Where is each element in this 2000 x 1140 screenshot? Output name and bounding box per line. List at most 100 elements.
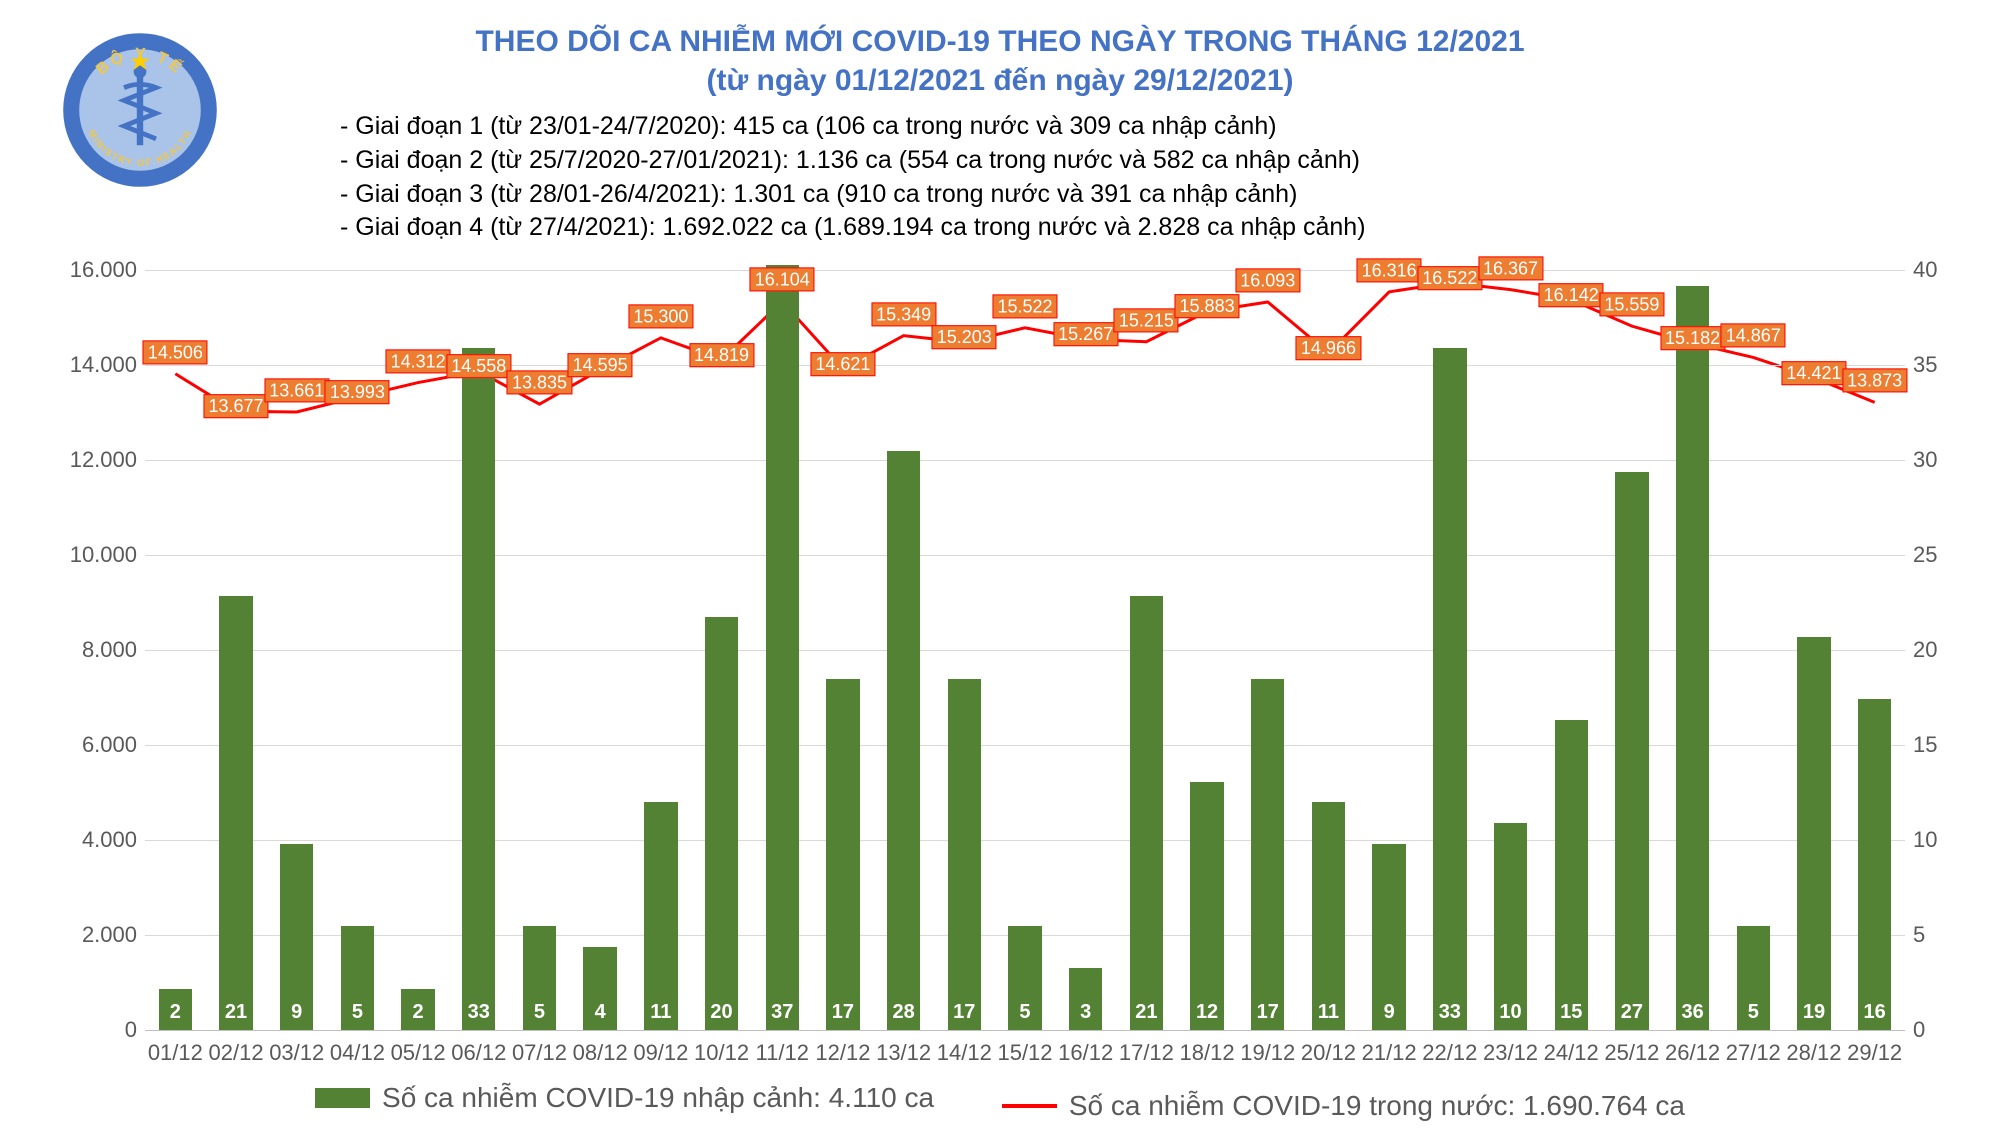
line-label: 15.267 (1053, 323, 1118, 347)
x-tick: 13/12 (876, 1040, 931, 1066)
bar: 3 (1069, 968, 1102, 1030)
bar-label: 5 (1748, 1001, 1759, 1024)
bar-label: 3 (1080, 1001, 1091, 1024)
x-tick: 02/12 (209, 1040, 264, 1066)
y-right-tick: 0 (1913, 1017, 1925, 1043)
x-tick: 12/12 (815, 1040, 870, 1066)
line-label: 13.993 (325, 380, 390, 404)
x-tick: 22/12 (1422, 1040, 1477, 1066)
y-right-tick: 30 (1913, 447, 1937, 473)
bar: 11 (1312, 802, 1345, 1030)
x-tick: 04/12 (330, 1040, 385, 1066)
bar-label: 17 (832, 1001, 854, 1024)
y-left-tick: 6.000 (82, 732, 137, 758)
gridline (145, 270, 1905, 271)
bar-label: 37 (771, 1001, 793, 1024)
line-label: 15.300 (628, 304, 693, 328)
bar-label: 16 (1864, 1001, 1886, 1024)
bar-label: 20 (710, 1001, 732, 1024)
bar-label: 5 (1019, 1001, 1030, 1024)
plot-area: 02.0004.0006.0008.00010.00012.00014.0001… (145, 270, 1905, 1030)
line-label: 14.506 (143, 340, 208, 364)
bar: 9 (280, 844, 313, 1030)
x-tick: 14/12 (937, 1040, 992, 1066)
line-label: 13.661 (264, 378, 329, 402)
line-label: 15.215 (1114, 308, 1179, 332)
line-label: 14.421 (1781, 361, 1846, 385)
note-line: - Giai đoạn 4 (từ 27/4/2021): 1.692.022 … (340, 211, 1920, 245)
line-label: 14.867 (1721, 324, 1786, 348)
legend-line-text: Số ca nhiễm COVID-19 trong nước: 1.690.7… (1069, 1090, 1685, 1122)
bar-label: 21 (225, 1001, 247, 1024)
bar: 17 (1251, 679, 1284, 1031)
gridline (145, 1030, 1905, 1031)
y-left-tick: 14.000 (70, 352, 137, 378)
line-label: 14.621 (810, 352, 875, 376)
bar: 36 (1676, 286, 1709, 1030)
bar-label: 33 (468, 1001, 490, 1024)
x-tick: 29/12 (1847, 1040, 1902, 1066)
y-right-tick: 40 (1913, 257, 1937, 283)
note-line: - Giai đoạn 2 (từ 25/7/2020-27/01/2021):… (340, 144, 1920, 178)
line-label: 16.367 (1478, 256, 1543, 280)
line-label: 13.835 (507, 371, 572, 395)
bar: 33 (462, 348, 495, 1030)
y-right-tick: 5 (1913, 922, 1925, 948)
x-tick: 03/12 (269, 1040, 324, 1066)
x-tick: 20/12 (1301, 1040, 1356, 1066)
bar-label: 17 (1257, 1001, 1279, 1024)
y-left-tick: 12.000 (70, 447, 137, 473)
title-block: THEO DÕI CA NHIỄM MỚI COVID-19 THEO NGÀY… (0, 22, 2000, 100)
bar: 17 (948, 679, 981, 1031)
bar: 33 (1433, 348, 1466, 1030)
bar: 19 (1797, 637, 1830, 1030)
y-right-tick: 20 (1913, 637, 1937, 663)
x-tick: 16/12 (1058, 1040, 1113, 1066)
bar-label: 15 (1560, 1001, 1582, 1024)
y-left-tick: 8.000 (82, 637, 137, 663)
line-label: 15.203 (932, 325, 997, 349)
note-line: - Giai đoạn 1 (từ 23/01-24/7/2020): 415 … (340, 110, 1920, 144)
bar: 5 (341, 926, 374, 1030)
x-tick: 17/12 (1119, 1040, 1174, 1066)
bar-label: 9 (1384, 1001, 1395, 1024)
line-label: 15.522 (992, 294, 1057, 318)
line-label: 14.966 (1296, 336, 1361, 360)
bar-label: 5 (534, 1001, 545, 1024)
x-tick: 23/12 (1483, 1040, 1538, 1066)
bar-label: 17 (953, 1001, 975, 1024)
x-tick: 01/12 (148, 1040, 203, 1066)
legend: Số ca nhiễm COVID-19 nhập cảnh: 4.110 ca… (0, 1082, 2000, 1122)
x-tick: 05/12 (391, 1040, 446, 1066)
line-label: 13.873 (1842, 369, 1907, 393)
bar-label: 11 (650, 1001, 671, 1024)
line-label: 16.093 (1235, 268, 1300, 292)
y-left-tick: 4.000 (82, 827, 137, 853)
line-label: 16.316 (1357, 258, 1422, 282)
y-left-tick: 16.000 (70, 257, 137, 283)
y-left-tick: 0 (125, 1017, 137, 1043)
line-label: 14.312 (386, 349, 451, 373)
legend-line-swatch (1002, 1104, 1057, 1108)
note-line: - Giai đoạn 3 (từ 28/01-26/4/2021): 1.30… (340, 178, 1920, 212)
bar: 5 (1737, 926, 1770, 1030)
x-tick: 27/12 (1726, 1040, 1781, 1066)
bar: 11 (644, 802, 677, 1030)
y-right-tick: 15 (1913, 732, 1937, 758)
bar-label: 33 (1439, 1001, 1461, 1024)
bar: 4 (583, 947, 616, 1030)
line-label: 14.595 (568, 353, 633, 377)
bar-label: 21 (1135, 1001, 1157, 1024)
bar-label: 9 (291, 1001, 302, 1024)
x-tick: 15/12 (997, 1040, 1052, 1066)
title-line-2: (từ ngày 01/12/2021 đến ngày 29/12/2021) (0, 61, 2000, 100)
bar: 28 (887, 451, 920, 1030)
y-right-tick: 10 (1913, 827, 1937, 853)
bar: 2 (159, 989, 192, 1030)
legend-bar-item: Số ca nhiễm COVID-19 nhập cảnh: 4.110 ca (315, 1082, 934, 1114)
bar-label: 27 (1621, 1001, 1643, 1024)
line-label: 16.142 (1539, 283, 1604, 307)
bar: 5 (523, 926, 556, 1030)
x-tick: 18/12 (1180, 1040, 1235, 1066)
bar-label: 36 (1681, 1001, 1703, 1024)
